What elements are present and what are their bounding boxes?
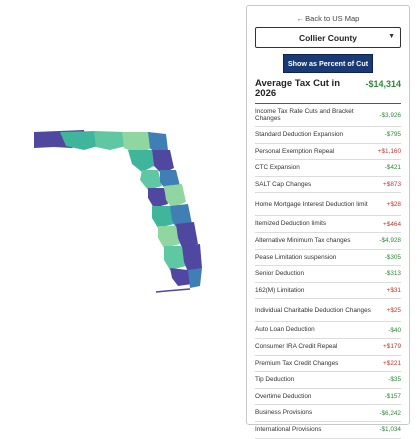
headline-divider	[255, 103, 401, 104]
provision-label: Tip Deduction	[255, 376, 295, 384]
provision-row: CTC Expansion -$421	[255, 160, 401, 177]
county-region[interactable]	[140, 170, 162, 190]
county-region[interactable]	[164, 246, 186, 270]
provision-row: Alternative Minimum Tax changes -$4,928	[255, 233, 401, 250]
provision-row: Pease Limitation suspension -$305	[255, 250, 401, 267]
county-region[interactable]	[148, 188, 168, 208]
county-select-value: Collier County	[298, 32, 358, 43]
county-region[interactable]	[152, 206, 174, 228]
provision-value: -$4,928	[379, 237, 401, 245]
county-region[interactable]	[94, 131, 126, 150]
provision-label: Income Tax Rate Cuts and Bracket Changes	[255, 107, 354, 122]
county-select[interactable]: Collier County ▼	[255, 27, 401, 48]
provision-value: -$795	[384, 131, 401, 139]
provision-row: Personal Exemption Repeal +$1,160	[255, 144, 401, 161]
provision-value: -$157	[384, 393, 401, 401]
florida-county-map[interactable]	[24, 120, 214, 300]
county-region[interactable]	[182, 244, 202, 272]
provision-row: Standard Deduction Expansion -$795	[255, 127, 401, 144]
provision-label: Itemized Deduction limits	[255, 220, 327, 228]
provision-row: Senior Deduction -$313	[255, 266, 401, 283]
provision-row: Income Tax Rate Cuts and Bracket Changes…	[255, 104, 401, 127]
provision-label: Business Provisions	[255, 409, 313, 417]
florida-map-svg[interactable]	[24, 120, 214, 300]
provision-value: -$3,926	[379, 111, 401, 119]
headline: Average Tax Cut in 2026 -$14,314	[255, 79, 401, 99]
provision-value: -$35	[388, 376, 401, 384]
provision-row: Consumer IRA Credit Repeal +$179	[255, 339, 401, 356]
provision-row: Tip Deduction -$35	[255, 372, 401, 389]
provision-label: Personal Exemption Repeal	[255, 147, 335, 155]
provision-row: International Provisions -$1,034	[255, 422, 401, 439]
provision-list: Income Tax Rate Cuts and Bracket Changes…	[255, 104, 401, 439]
provision-label: 162(M) Limitation	[255, 286, 305, 294]
provision-row: Premium Tax Credit Changes +$221	[255, 356, 401, 373]
county-region[interactable]	[128, 150, 154, 172]
county-region[interactable]	[164, 184, 186, 208]
provision-label: SALT Cap Changes	[255, 180, 312, 188]
provision-label: Home Mortgage Interest Deduction limit	[255, 200, 368, 208]
back-link-label: Back to US Map	[305, 14, 360, 23]
provision-row: Business Provisions -$6,242	[255, 405, 401, 422]
provision-label: Overtime Deduction	[255, 392, 312, 400]
headline-value: -$14,314	[365, 79, 401, 89]
provision-value: -$40	[388, 326, 401, 334]
show-percent-button[interactable]: Show as Percent of Cut	[282, 54, 374, 73]
provision-value: -$305	[384, 253, 401, 261]
provision-row: Home Mortgage Interest Deduction limit +$…	[255, 193, 401, 217]
county-region[interactable]	[158, 226, 180, 248]
county-region[interactable]	[122, 132, 152, 154]
provision-row: Auto Loan Deduction -$40	[255, 322, 401, 339]
provision-label: Alternative Minimum Tax changes	[255, 237, 351, 245]
provision-value: +$179	[383, 343, 401, 351]
provision-value: +$221	[383, 359, 401, 367]
florida-keys	[155, 288, 191, 293]
provision-label: Consumer IRA Credit Repeal	[255, 343, 338, 351]
provision-row: Individual Charitable Deduction Changes +…	[255, 299, 401, 323]
provision-value: +$25	[386, 306, 401, 314]
provision-value: -$421	[384, 164, 401, 172]
provision-value: +$873	[383, 181, 401, 189]
county-region[interactable]	[148, 132, 168, 154]
county-region[interactable]	[176, 222, 198, 248]
county-region[interactable]	[170, 268, 192, 286]
provision-value: +$464	[383, 220, 401, 228]
back-to-us-map-link[interactable]: ←Back to US Map	[255, 14, 401, 23]
headline-title: Average Tax Cut in 2026	[255, 78, 340, 99]
provision-row: Itemized Deduction limits +$464	[255, 216, 401, 233]
provision-label: CTC Expansion	[255, 164, 300, 172]
provision-label: Individual Charitable Deduction Changes	[255, 306, 371, 314]
provision-row: SALT Cap Changes +$873	[255, 177, 401, 194]
county-region[interactable]	[170, 204, 192, 228]
county-region[interactable]	[188, 268, 202, 288]
provision-label: Senior Deduction	[255, 270, 305, 278]
provision-label: Premium Tax Credit Changes	[255, 359, 339, 367]
provision-label: Auto Loan Deduction	[255, 326, 315, 334]
county-region[interactable]	[60, 131, 98, 150]
arrow-left-icon: ←	[296, 14, 305, 23]
county-detail-panel: ←Back to US Map Collier County ▼ Show as…	[246, 5, 410, 439]
provision-value: +$28	[386, 200, 401, 208]
provision-value: -$313	[384, 270, 401, 278]
provision-label: Standard Deduction Expansion	[255, 131, 344, 139]
caret-down-icon: ▼	[388, 33, 395, 40]
provision-row: 162(M) Limitation +$31	[255, 283, 401, 300]
provision-value: +$31	[386, 287, 401, 295]
provision-row: Overtime Deduction -$157	[255, 389, 401, 406]
provision-label: Pease Limitation suspension	[255, 253, 337, 261]
provision-value: -$6,242	[379, 409, 401, 417]
provision-value: +$1,160	[377, 147, 401, 155]
county-region[interactable]	[152, 150, 174, 174]
